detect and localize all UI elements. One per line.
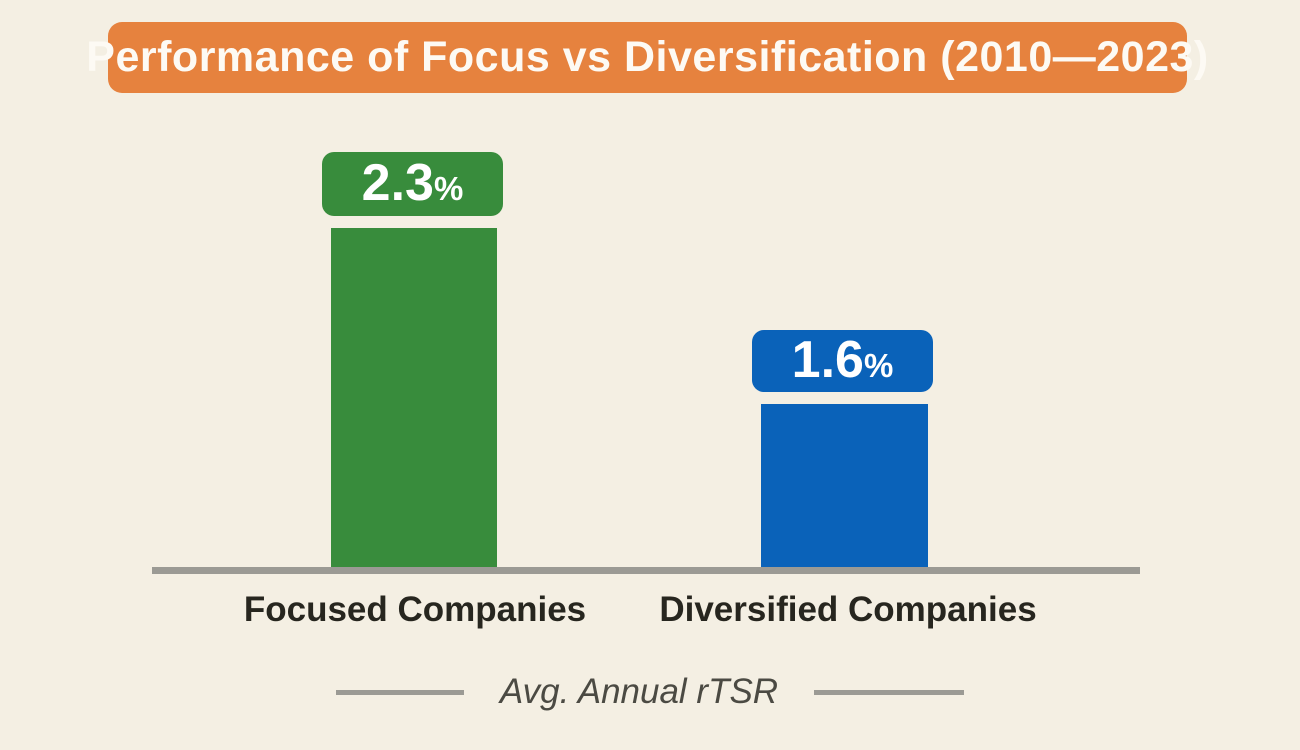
- focused-percent-sign: %: [433, 170, 464, 207]
- diversified-value-badge: 1.6%: [752, 330, 933, 392]
- footer-rule-left: [335, 689, 464, 695]
- category-label-diversified: Diversified Companies: [659, 590, 1037, 629]
- title-banner: Performance of Focus vs Diversification …: [86, 22, 1208, 93]
- focused-value-badge: 2.3%: [322, 152, 503, 216]
- baseline-axis: [152, 567, 1140, 574]
- diversified-percent-sign: %: [863, 347, 894, 384]
- focused-bar: [331, 228, 497, 567]
- footer-caption: Avg. Annual rTSR: [499, 672, 779, 711]
- footer-rule-right: [814, 689, 965, 695]
- diversified-value-label: 1.6: [791, 331, 864, 389]
- chart-title: Performance of Focus vs Diversification …: [86, 33, 1209, 81]
- category-label-focused: Focused Companies: [243, 590, 587, 629]
- focused-value-label: 2.3: [361, 154, 434, 212]
- diversified-bar: [761, 404, 928, 567]
- footer-caption-row: Avg. Annual rTSR: [0, 672, 1300, 712]
